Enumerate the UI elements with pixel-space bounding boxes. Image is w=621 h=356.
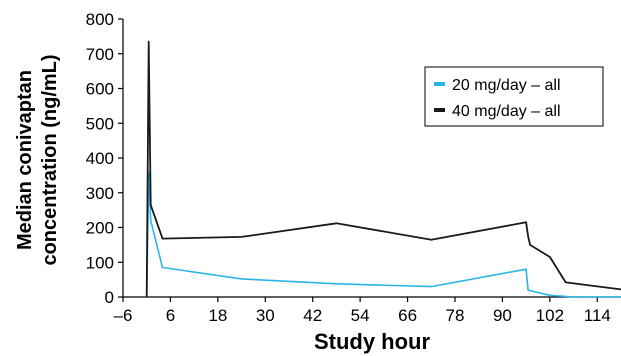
x-tick-label: 6: [166, 306, 175, 325]
x-tick-label: 90: [493, 306, 512, 325]
legend-box: [424, 66, 604, 127]
x-tick-label: 30: [256, 306, 275, 325]
y-axis-title-line2: concentration (ng/mL): [39, 54, 61, 265]
y-tick-label: 600: [86, 80, 114, 99]
legend-label-40mg: 40 mg/day – all: [452, 103, 561, 120]
series-line-20mg: [145, 171, 621, 298]
y-axis-title-line1: Median conivaptan: [14, 70, 36, 250]
legend-label-20mg: 20 mg/day – all: [452, 77, 561, 94]
x-tick-label: 54: [351, 306, 370, 325]
y-axis-ticks: 0 100 200 300 400 500 600 700 800: [86, 10, 123, 307]
x-tick-label: 102: [536, 306, 564, 325]
series-line-40mg: [145, 40, 621, 298]
x-tick-label: 78: [446, 306, 465, 325]
y-tick-label: 800: [86, 10, 114, 29]
x-axis-ticks: –6 6 18 30 42 54 66 78 90 102 114: [114, 297, 611, 325]
y-tick-label: 500: [86, 114, 114, 133]
series-layer: [145, 40, 621, 298]
y-tick-label: 300: [86, 184, 114, 203]
x-tick-label: –6: [114, 306, 133, 325]
x-tick-label: 42: [303, 306, 322, 325]
x-tick-label: 18: [208, 306, 227, 325]
y-tick-label: 700: [86, 45, 114, 64]
x-tick-label: 114: [584, 306, 611, 325]
y-tick-label: 100: [86, 253, 114, 272]
y-tick-label: 400: [86, 149, 114, 168]
legend: 20 mg/day – all 40 mg/day – all: [424, 66, 604, 127]
y-tick-label: 0: [105, 288, 114, 307]
y-tick-label: 200: [86, 219, 114, 238]
x-tick-label: 66: [398, 306, 417, 325]
x-axis-title: Study hour: [314, 329, 431, 354]
